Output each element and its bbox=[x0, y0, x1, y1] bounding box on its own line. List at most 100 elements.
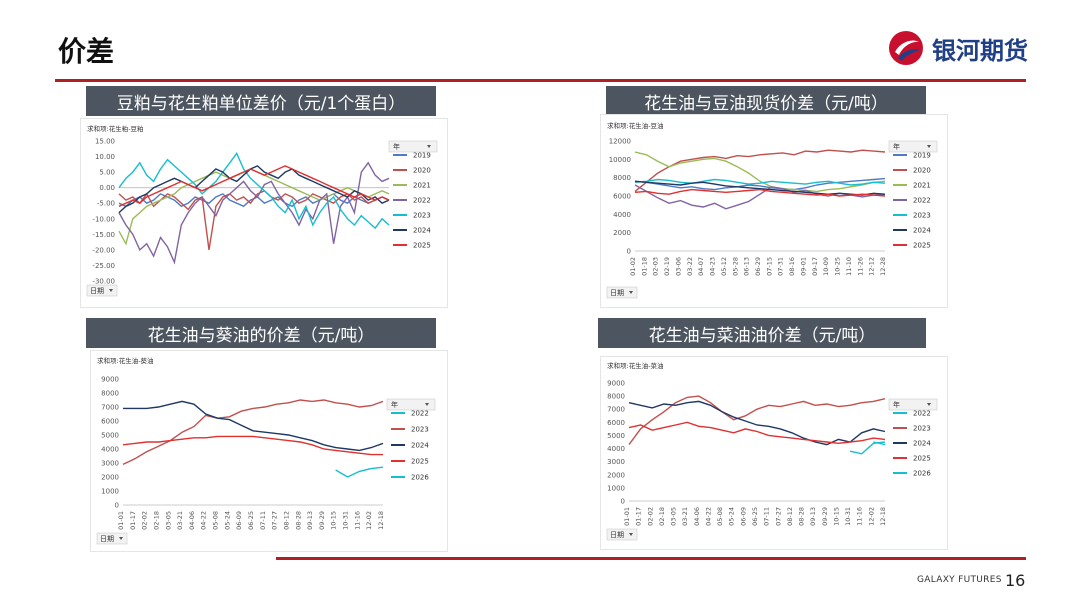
date-button-frame[interactable] bbox=[86, 284, 118, 297]
legend-label: 2019 bbox=[913, 152, 931, 160]
x-tick-label: 11-16 bbox=[353, 511, 361, 530]
dropdown-arrow-icon[interactable] bbox=[427, 145, 431, 148]
panel-title-c1: 豆粕与花生粕单位差价（元/1个蛋白） bbox=[86, 86, 436, 116]
page-title: 价差 bbox=[58, 35, 115, 68]
legend-label: 2024 bbox=[411, 442, 429, 450]
date-filter-button[interactable]: 日期 bbox=[606, 286, 638, 299]
x-tick-label: 06-25 bbox=[751, 507, 759, 526]
x-tick-label: 06-25 bbox=[247, 511, 255, 530]
x-tick-label: 09-13 bbox=[809, 507, 817, 526]
x-tick-label: 04-23 bbox=[709, 257, 717, 276]
date-button-frame[interactable] bbox=[606, 528, 638, 541]
y-tick-label: 2000 bbox=[607, 471, 625, 479]
panel-title-c3: 花生油与葵油的价差（元/吨） bbox=[86, 318, 436, 348]
x-tick-label: 08-28 bbox=[798, 507, 806, 526]
legend-filter-box[interactable] bbox=[386, 398, 436, 411]
date-button-label: 日期 bbox=[610, 289, 624, 297]
y-tick-label: 15.00 bbox=[95, 138, 115, 146]
x-tick-label: 05-24 bbox=[728, 507, 736, 526]
x-tick-label: 08-16 bbox=[788, 257, 796, 276]
y-tick-label: 7000 bbox=[101, 404, 119, 412]
x-tick-label: 01-02 bbox=[629, 257, 637, 276]
series-line-2024 bbox=[634, 180, 886, 196]
legend-label: 2023 bbox=[413, 212, 431, 220]
date-button-label: 日期 bbox=[610, 531, 624, 539]
x-tick-label: 04-07 bbox=[697, 257, 705, 276]
date-filter-button[interactable]: 日期 bbox=[606, 528, 638, 541]
y-tick-label: 0 bbox=[621, 498, 625, 506]
series-line-2023 bbox=[118, 152, 390, 230]
date-button-label: 日期 bbox=[100, 535, 114, 543]
y-tick-label: 5000 bbox=[101, 432, 119, 440]
x-tick-label: 02-18 bbox=[658, 507, 666, 526]
legend-label: 2024 bbox=[413, 227, 431, 235]
series-line-2026 bbox=[873, 441, 886, 446]
x-tick-label: 03-06 bbox=[674, 257, 682, 276]
legend-label: 2026 bbox=[411, 474, 429, 482]
x-tick-label: 07-31 bbox=[777, 257, 785, 276]
x-tick-label: 08-28 bbox=[294, 511, 302, 530]
legend-label: 2022 bbox=[913, 410, 931, 418]
brand-logo: 银河期货 bbox=[886, 28, 1028, 68]
series-line-2021 bbox=[634, 151, 886, 193]
y-tick-label: 6000 bbox=[607, 419, 625, 427]
date-button-frame[interactable] bbox=[606, 286, 638, 299]
x-tick-label: 01-01 bbox=[117, 511, 125, 530]
y-tick-label: 7000 bbox=[607, 406, 625, 414]
legend-filter-box[interactable] bbox=[888, 398, 938, 411]
x-tick-label: 01-17 bbox=[635, 507, 643, 526]
legend-label: 2022 bbox=[913, 197, 931, 205]
y-tick-label: 12000 bbox=[609, 138, 631, 146]
top-divider bbox=[55, 79, 1026, 82]
x-tick-label: 05-08 bbox=[212, 511, 220, 530]
y-tick-label: 9000 bbox=[607, 380, 625, 388]
y-tick-label: -5.00 bbox=[97, 200, 115, 208]
series-line-2022 bbox=[118, 161, 390, 265]
series-line-2025 bbox=[634, 188, 886, 197]
legend-title: 年 bbox=[893, 400, 900, 409]
chart-panel-c1: 求和项:花生粕-豆粕 15.00 10.00 5.00 0.00 -5.00 -10.00 -… bbox=[80, 118, 448, 308]
y-tick-label: 0 bbox=[627, 248, 631, 256]
y-tick-label: 1000 bbox=[607, 484, 625, 492]
field-label: 求和项:花生油-菜油 bbox=[607, 361, 664, 370]
legend-label: 2023 bbox=[913, 425, 931, 433]
legend-filter-box[interactable] bbox=[388, 140, 438, 153]
series-line-2019 bbox=[634, 177, 886, 191]
series-line-2024 bbox=[628, 400, 886, 446]
y-tick-label: 10000 bbox=[609, 156, 631, 164]
x-tick-label: 10-31 bbox=[844, 507, 852, 526]
galaxy-logo-icon bbox=[889, 31, 923, 65]
x-tick-label: 11-10 bbox=[845, 257, 853, 276]
x-tick-label: 02-18 bbox=[152, 511, 160, 530]
x-tick-label: 12-02 bbox=[365, 511, 373, 530]
legend-label: 2023 bbox=[411, 426, 429, 434]
x-tick-label: 10-09 bbox=[822, 257, 830, 276]
legend-label: 2025 bbox=[413, 242, 431, 250]
y-tick-label: 4000 bbox=[607, 445, 625, 453]
x-tick-label: 01-18 bbox=[640, 257, 648, 276]
brand-name: 银河期货 bbox=[932, 36, 1028, 65]
x-tick-label: 03-05 bbox=[164, 511, 172, 530]
legend-filter-box[interactable] bbox=[888, 140, 938, 153]
dropdown-arrow-icon[interactable] bbox=[927, 403, 931, 406]
y-tick-label: 0.00 bbox=[99, 184, 115, 192]
x-tick-label: 07-11 bbox=[259, 511, 267, 530]
y-tick-label: 4000 bbox=[613, 211, 631, 219]
dropdown-arrow-icon[interactable] bbox=[927, 145, 931, 148]
x-tick-label: 04-22 bbox=[704, 507, 712, 526]
series-line-2023 bbox=[634, 178, 886, 186]
x-tick-label: 10-25 bbox=[834, 257, 842, 276]
legend-label: 2020 bbox=[913, 167, 931, 175]
x-tick-label: 12-02 bbox=[867, 507, 875, 526]
x-tick-label: 02-03 bbox=[652, 257, 660, 276]
field-label: 求和项:花生粕-豆粕 bbox=[87, 124, 144, 133]
x-tick-label: 03-21 bbox=[681, 507, 689, 526]
x-tick-label: 03-05 bbox=[670, 507, 678, 526]
date-filter-button[interactable]: 日期 bbox=[86, 284, 118, 297]
date-filter-button[interactable]: 日期 bbox=[96, 532, 128, 545]
chart-panel-c3: 求和项:花生油-葵油 9000 8000 7000 6000 5000 4000 3000 20… bbox=[90, 350, 448, 552]
series-line-2024 bbox=[118, 165, 390, 214]
dropdown-arrow-icon[interactable] bbox=[425, 403, 429, 406]
x-tick-label: 06-09 bbox=[739, 507, 747, 526]
date-button-frame[interactable] bbox=[96, 532, 128, 545]
